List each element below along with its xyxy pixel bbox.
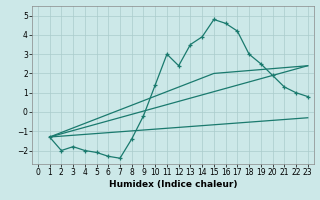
X-axis label: Humidex (Indice chaleur): Humidex (Indice chaleur) xyxy=(108,180,237,189)
